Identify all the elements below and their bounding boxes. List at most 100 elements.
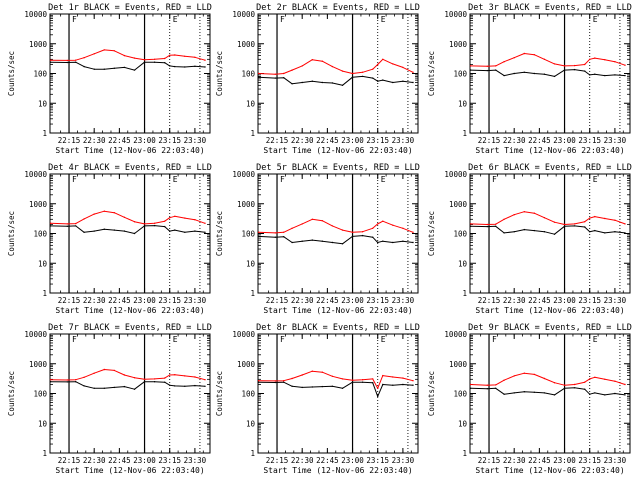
x-tick-label: 22:15	[58, 136, 81, 145]
data-point-lld	[83, 57, 85, 59]
data-point-lld	[143, 378, 146, 380]
panel-title: Det 6r BLACK = Events, RED = LLD	[468, 163, 632, 173]
marker-label-e: E	[381, 15, 386, 24]
data-point-events	[553, 394, 556, 396]
data-point-lld	[204, 222, 206, 224]
data-point-events	[274, 236, 276, 238]
y-tick-label: 10000	[444, 170, 467, 179]
x-tick-label: 22:45	[316, 296, 339, 305]
data-point-lld	[513, 57, 515, 59]
y-tick-label: 1	[42, 449, 47, 458]
y-tick-label: 1000	[449, 360, 468, 369]
x-tick-label: 22:30	[291, 456, 314, 465]
data-point-lld	[361, 71, 364, 74]
data-point-events	[573, 225, 576, 227]
data-point-lld	[184, 55, 186, 57]
x-tick-label: 22:45	[316, 136, 339, 145]
data-point-events	[382, 79, 384, 81]
data-point-events	[594, 392, 596, 394]
y-axis-label: Counts/sec	[7, 51, 16, 96]
y-tick-label: 10	[38, 99, 48, 108]
data-point-lld	[291, 377, 293, 380]
data-point-lld	[573, 383, 576, 386]
series-line-lld	[258, 58, 414, 75]
y-tick-label: 1000	[449, 200, 468, 209]
data-point-lld	[257, 72, 260, 75]
x-tick-label: 23:30	[392, 456, 415, 465]
data-point-events	[604, 394, 606, 396]
x-axis-label: Start Time (12-Nov-06 22:03:40)	[263, 466, 412, 475]
panel-title: Det 1r BLACK = Events, RED = LLD	[48, 3, 212, 13]
marker-label-e: E	[593, 15, 598, 24]
data-point-events	[513, 72, 515, 75]
data-point-lld	[93, 53, 95, 55]
data-point-events	[274, 381, 276, 384]
panel-title: Det 5r BLACK = Events, RED = LLD	[256, 163, 420, 173]
data-point-events	[169, 65, 171, 67]
data-point-lld	[533, 212, 535, 214]
data-point-lld	[331, 375, 334, 377]
plot-frame	[469, 13, 631, 134]
x-tick-label: 22:45	[528, 296, 551, 305]
data-point-lld	[257, 231, 260, 233]
data-point-lld	[563, 384, 566, 386]
marker-label-e: E	[593, 335, 598, 344]
data-point-lld	[486, 223, 488, 226]
y-tick-label: 100	[453, 70, 467, 79]
data-point-events	[174, 65, 176, 68]
data-point-lld	[495, 65, 497, 67]
data-point-events	[372, 382, 374, 384]
data-point-events	[533, 229, 535, 232]
x-tick-label: 23:00	[553, 296, 576, 305]
data-point-events	[311, 239, 313, 241]
data-point-lld	[604, 217, 606, 220]
data-point-lld	[133, 221, 136, 223]
plot-frame	[49, 173, 211, 294]
y-tick-label: 10000	[232, 330, 255, 339]
data-point-lld	[533, 54, 535, 56]
x-axis-label: Start Time (12-Nov-06 22:03:40)	[263, 306, 412, 315]
data-point-lld	[402, 227, 404, 229]
data-point-lld	[543, 58, 546, 60]
y-tick-label: 10	[458, 259, 468, 268]
data-point-lld	[174, 374, 176, 376]
data-point-lld	[103, 210, 106, 212]
x-tick-label: 23:00	[341, 296, 364, 305]
data-point-events	[75, 381, 77, 383]
x-axis-label: Start Time (12-Nov-06 22:03:40)	[55, 306, 204, 315]
data-point-lld	[584, 381, 586, 383]
y-tick-label: 100	[241, 390, 255, 399]
x-axis-label: Start Time (12-Nov-06 22:03:40)	[55, 466, 204, 475]
series-line-lld	[50, 210, 206, 225]
data-point-events	[382, 383, 384, 386]
data-point-lld	[341, 229, 344, 231]
data-point-events	[143, 61, 146, 63]
data-point-lld	[291, 227, 293, 229]
data-point-lld	[321, 60, 323, 62]
data-point-lld	[495, 223, 497, 225]
data-point-lld	[523, 52, 525, 55]
data-point-lld	[543, 377, 546, 380]
data-point-events	[321, 385, 323, 388]
panel-title: Det 7r BLACK = Events, RED = LLD	[48, 323, 212, 333]
data-point-events	[624, 232, 626, 234]
data-point-lld	[83, 218, 85, 220]
data-point-events	[361, 234, 364, 237]
series-line-lld	[50, 369, 206, 381]
data-point-events	[495, 69, 497, 71]
data-point-events	[584, 226, 586, 228]
data-point-lld	[123, 216, 126, 218]
x-axis-label: Start Time (12-Nov-06 22:03:40)	[263, 146, 412, 155]
marker-label-f: F	[280, 15, 285, 24]
y-axis-label: Counts/sec	[7, 211, 16, 256]
y-tick-label: 1	[42, 289, 47, 298]
data-point-lld	[283, 380, 285, 382]
data-point-events	[153, 61, 156, 63]
data-point-lld	[321, 371, 323, 373]
data-point-events	[169, 230, 171, 232]
plot-frame	[49, 13, 211, 134]
series-line-lld	[470, 211, 626, 225]
data-point-events	[83, 231, 85, 233]
data-point-events	[153, 381, 156, 383]
data-point-events	[93, 230, 95, 232]
